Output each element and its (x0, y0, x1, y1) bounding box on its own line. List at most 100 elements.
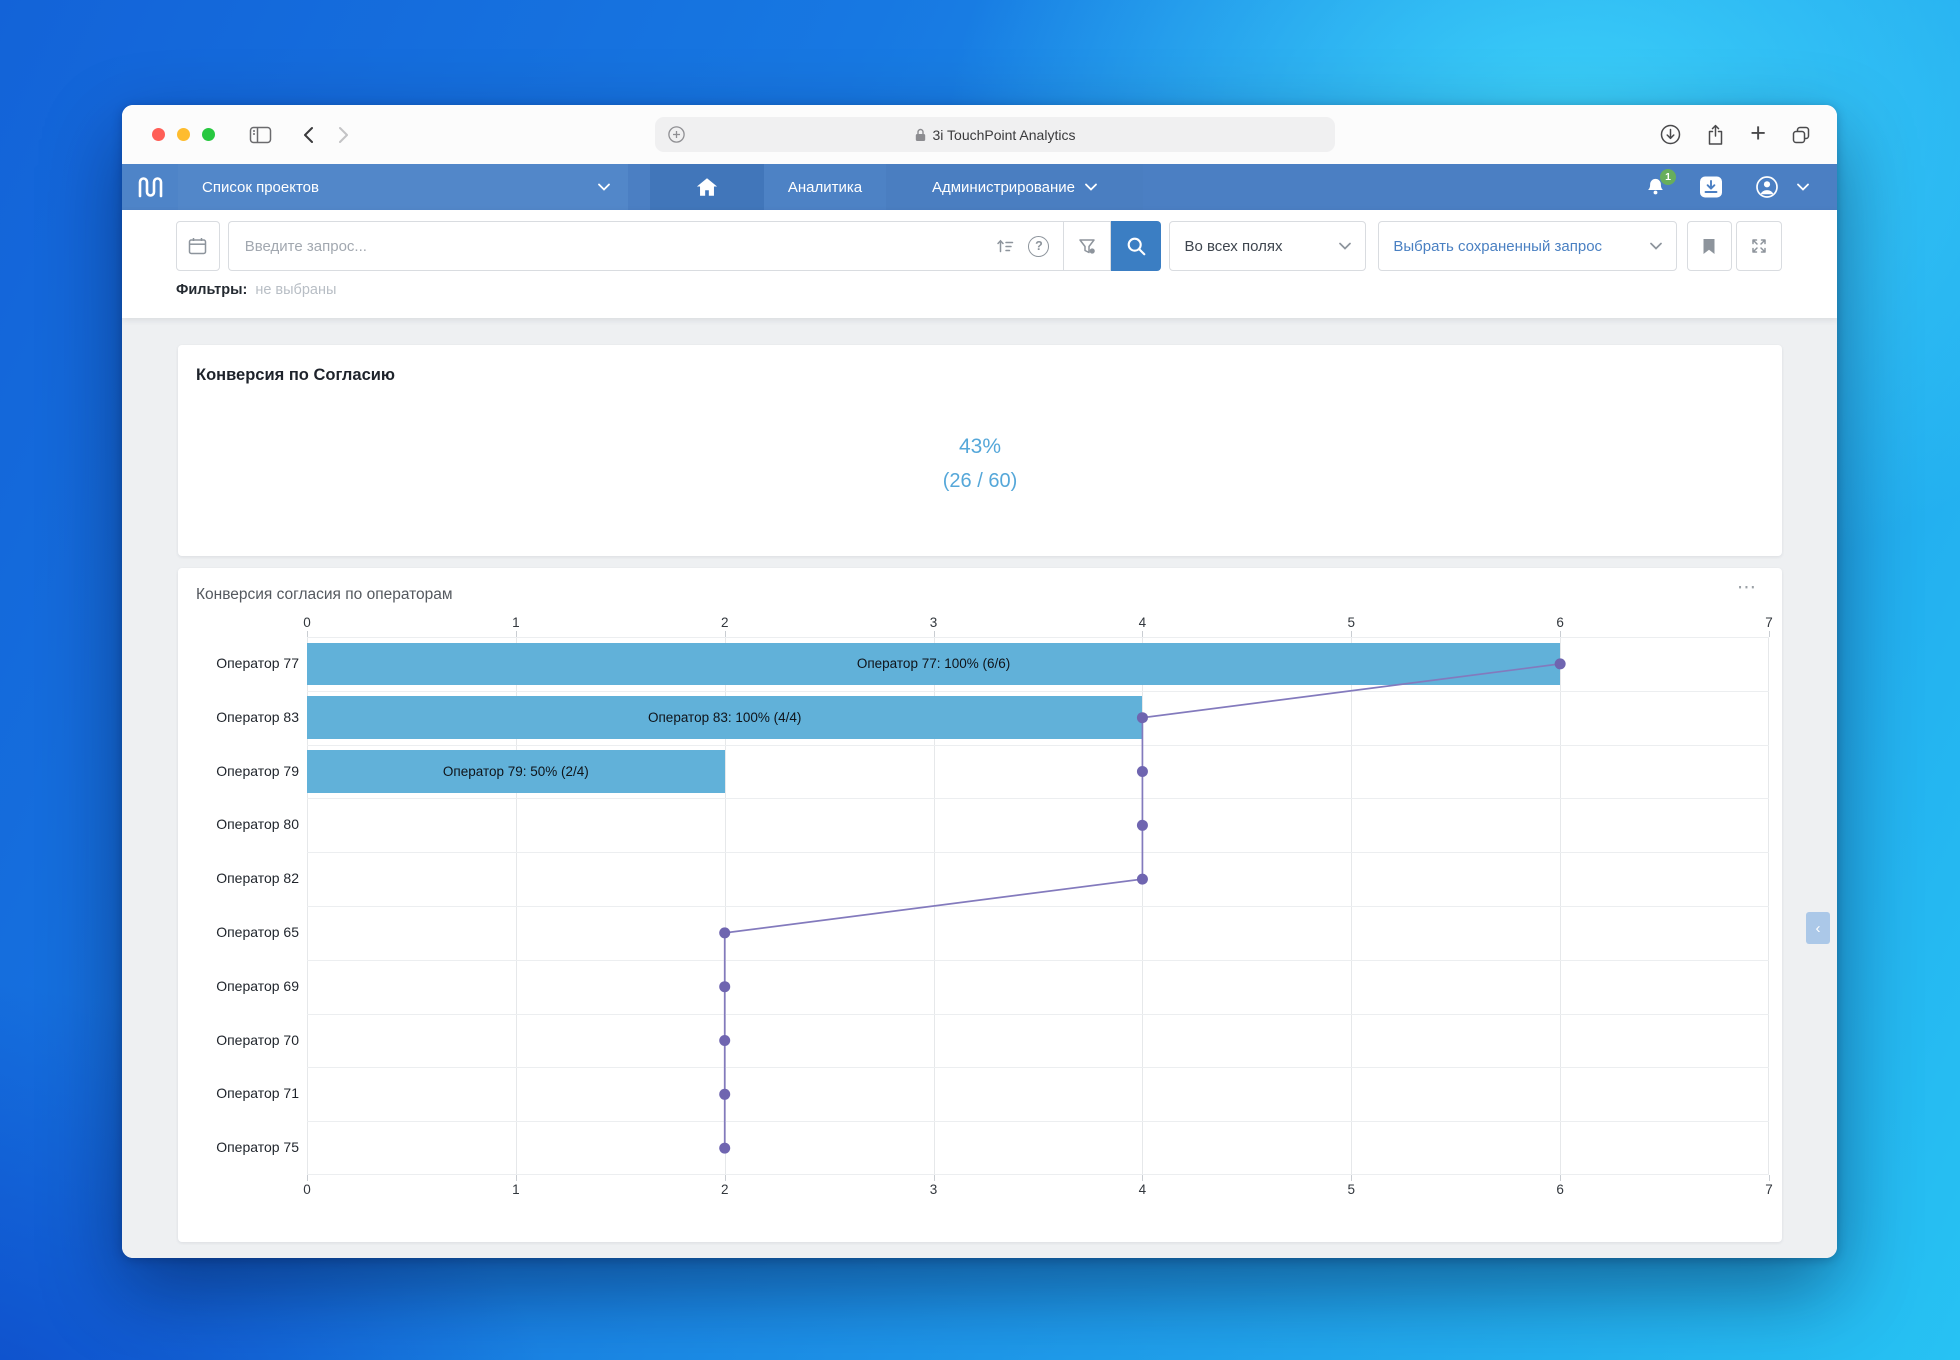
axis-tick-mark (724, 1175, 726, 1181)
grid-line-horizontal (307, 690, 1769, 692)
grid-line-horizontal (307, 744, 1769, 746)
funnel-icon (1079, 238, 1095, 254)
x-axis-tick-label: 3 (929, 615, 938, 630)
notifications-button[interactable]: 1 (1644, 168, 1676, 199)
bar-label: Оператор 77: 100% (6/6) (856, 656, 1011, 672)
filters-label: Фильтры: (176, 282, 248, 298)
collapse-panel-toggle[interactable]: ‹ (1806, 912, 1830, 944)
axis-tick-mark (1142, 1175, 1144, 1181)
conversion-fraction: (26 / 60) (942, 470, 1018, 492)
x-axis-tick-label: 1 (512, 615, 520, 630)
nav-item-analytics[interactable]: Аналитика (764, 164, 886, 210)
address-bar[interactable]: 3i TouchPoint Analytics (655, 117, 1335, 152)
forward-button[interactable] (338, 126, 350, 144)
app-logo[interactable] (122, 164, 178, 210)
project-select[interactable]: Список проектов (178, 164, 628, 210)
tab-overview-icon[interactable] (1791, 125, 1811, 145)
filters-value: не выбраны (255, 282, 337, 298)
operator-chart: Оператор 77 Оператор 83 Оператор 79 Операто… (196, 615, 1773, 1201)
card-menu-icon[interactable]: ⋯ (1737, 577, 1758, 598)
reader-plus-icon[interactable] (668, 126, 685, 143)
axis-tick-mark (1769, 631, 1770, 637)
nav-item-administration[interactable]: Администрирование (886, 164, 1143, 210)
search-field[interactable]: ? (227, 221, 1064, 271)
conversion-percent: 43% (958, 435, 1002, 458)
expand-arrows-icon (1752, 239, 1766, 253)
y-axis-label: Оператор 69 (216, 977, 299, 994)
chevron-down-icon (1085, 183, 1097, 191)
date-range-button[interactable] (176, 221, 220, 271)
home-button[interactable] (650, 164, 764, 210)
x-axis-tick-label: 0 (303, 1182, 311, 1197)
axis-tick-mark (1351, 631, 1353, 637)
axis-tick-mark (933, 631, 935, 637)
page-title: 3i TouchPoint Analytics (932, 126, 1076, 143)
bookmark-icon (1703, 238, 1715, 254)
bar[interactable]: Оператор 79: 50% (2/4) (307, 750, 725, 793)
home-icon (696, 178, 718, 196)
grid-line-horizontal (307, 906, 1769, 907)
minimize-window-button[interactable] (177, 128, 190, 141)
help-icon[interactable]: ? (1028, 235, 1050, 257)
filter-button[interactable] (1063, 221, 1112, 271)
save-query-button[interactable] (1686, 221, 1733, 271)
new-tab-icon[interactable]: + (1750, 117, 1766, 148)
bar[interactable]: Оператор 83: 100% (4/4) (307, 696, 1143, 740)
x-axis-tick-label: 3 (929, 1182, 938, 1197)
zoom-window-button[interactable] (202, 128, 215, 141)
bar-label: Оператор 83: 100% (4/4) (648, 710, 802, 726)
downloads-icon[interactable] (1660, 124, 1681, 145)
scope-select-value: Во всех полях (1184, 237, 1283, 255)
bell-icon (1648, 178, 1663, 194)
close-window-button[interactable] (152, 128, 165, 141)
chevron-down-icon[interactable] (1797, 183, 1809, 191)
search-scope-select[interactable]: Во всех полях (1169, 221, 1367, 271)
axis-tick-mark (1769, 1175, 1770, 1181)
saved-query-select[interactable]: Выбрать сохраненный запрос (1378, 221, 1677, 271)
y-axis-label: Оператор 71 (216, 1085, 299, 1102)
user-menu-button[interactable] (1755, 175, 1779, 199)
nav-administration-label: Администрирование (931, 178, 1076, 196)
share-icon[interactable] (1706, 124, 1725, 146)
x-axis-tick-label: 5 (1347, 615, 1356, 630)
sort-order-icon[interactable] (996, 238, 1014, 254)
search-icon (1127, 237, 1146, 255)
operator-conversion-card: Конверсия согласия по операторам ⋯ Опера… (178, 568, 1782, 1242)
grid-line-horizontal (307, 1013, 1769, 1015)
inbox-button[interactable] (1699, 176, 1723, 198)
chart-bottom-axis: 0 1 2 3 4 5 6 7 (303, 1175, 1773, 1201)
x-axis-tick-label: 4 (1138, 1182, 1147, 1197)
x-axis-tick-label: 6 (1556, 615, 1564, 630)
grid-line-horizontal (307, 1121, 1769, 1123)
y-axis-label: Оператор 65 (216, 924, 299, 940)
x-axis-tick-label: 0 (303, 615, 311, 630)
chart-top-axis: 0 1 2 3 4 5 6 7 (303, 615, 1773, 637)
consent-conversion-card: Конверсия по Согласию 43% (26 / 60) (178, 345, 1782, 556)
x-axis-tick-label: 2 (720, 615, 729, 630)
chart-plot: Оператор 77: 100% (6/6) Оператор 83: 100%… (307, 637, 1769, 1175)
waveform-logo-icon (138, 177, 163, 198)
browser-titlebar: 3i TouchPoint Analytics + (122, 105, 1837, 164)
calendar-icon (189, 238, 207, 255)
back-button[interactable] (302, 126, 314, 144)
user-avatar-icon (1756, 176, 1778, 198)
axis-tick-mark (1560, 631, 1562, 637)
search-input[interactable] (242, 236, 997, 256)
chevron-down-icon (598, 183, 610, 191)
x-axis-tick-label: 7 (1765, 615, 1773, 630)
search-group: ? (227, 221, 1162, 271)
x-axis-tick-label: 6 (1556, 1182, 1564, 1197)
x-axis-tick-label: 5 (1347, 1182, 1356, 1197)
dashboard-content: Конверсия по Согласию 43% (26 / 60) Конв… (122, 318, 1837, 1258)
fullscreen-button[interactable] (1736, 221, 1782, 271)
bar[interactable]: Оператор 77: 100% (6/6) (307, 642, 1561, 686)
grid-line-horizontal (307, 959, 1769, 961)
x-axis-tick-label: 4 (1138, 615, 1147, 630)
y-axis-label: Оператор 80 (216, 816, 299, 833)
axis-tick-mark (515, 1175, 517, 1181)
x-axis-tick-label: 7 (1765, 1182, 1773, 1197)
search-button[interactable] (1111, 221, 1162, 271)
bar-label: Оператор 79: 50% (2/4) (442, 763, 589, 779)
sidebar-toggle-icon[interactable] (249, 125, 272, 145)
grid-line-horizontal (307, 852, 1769, 854)
